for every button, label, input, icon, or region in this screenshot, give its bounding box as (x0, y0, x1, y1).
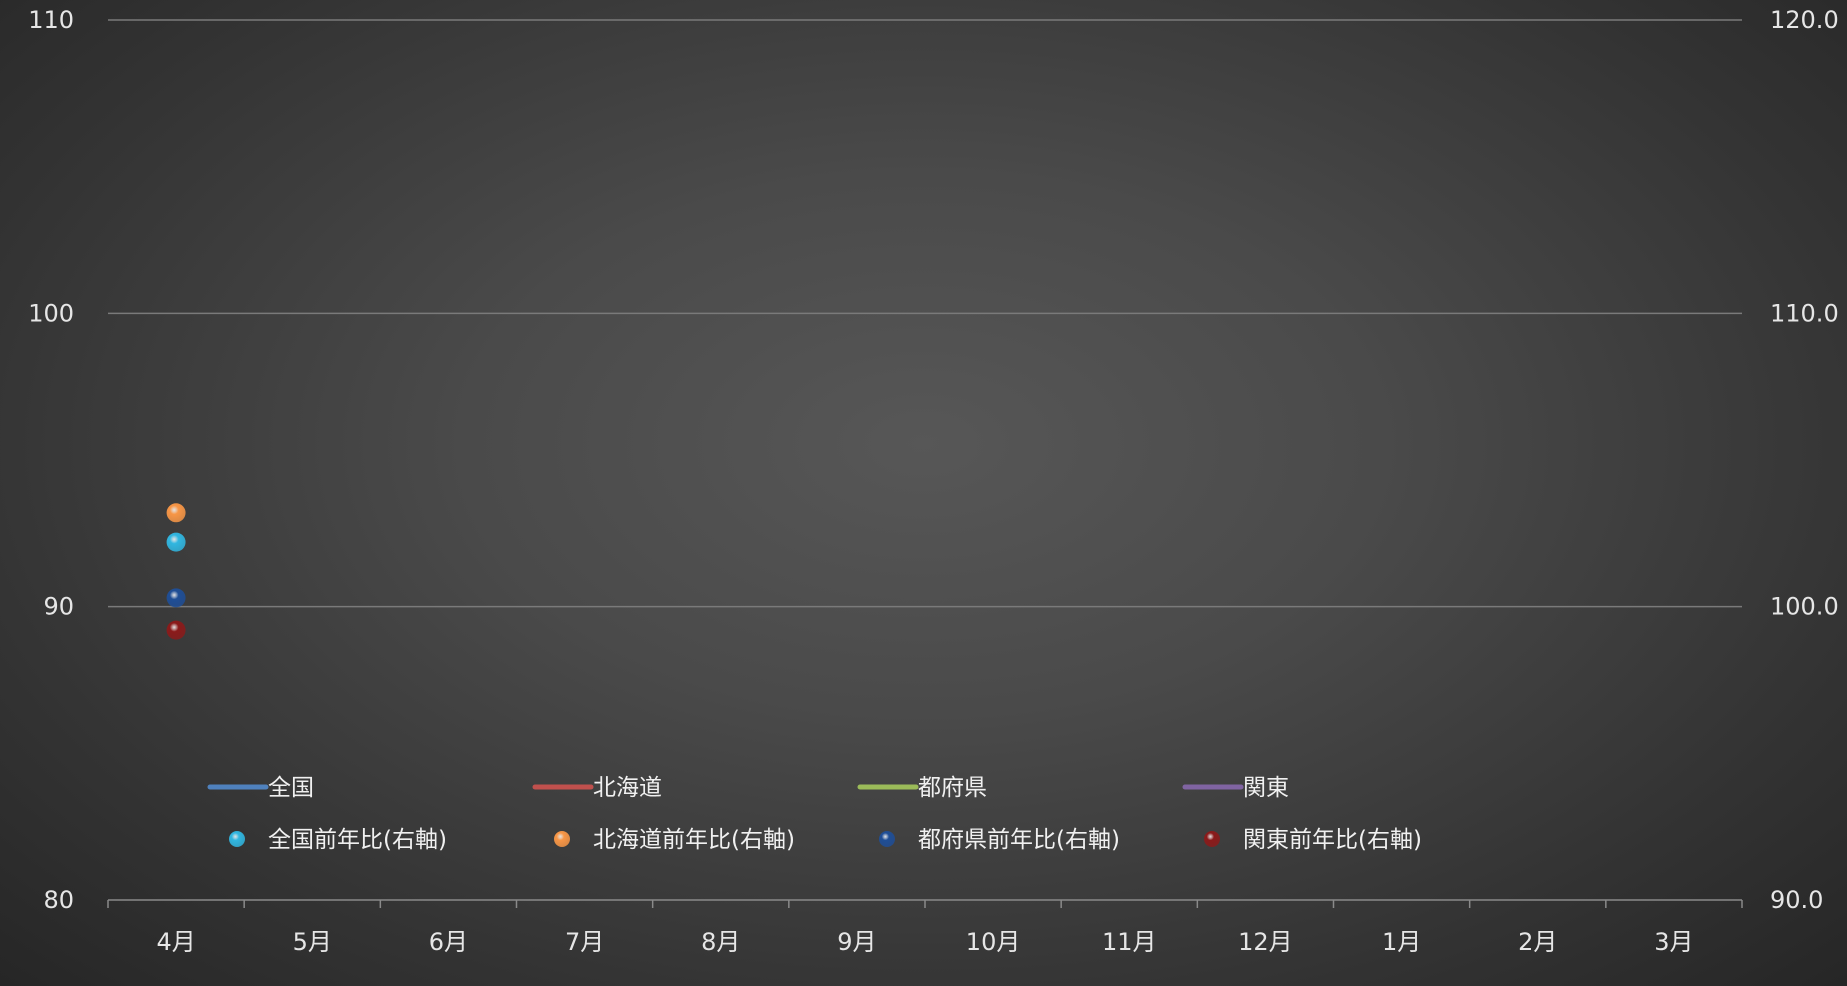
y-left-tick-label: 90 (43, 593, 74, 621)
legend-marker (879, 831, 895, 847)
x-tick-label: 8月 (701, 928, 740, 956)
x-tick-label: 1月 (1382, 928, 1421, 956)
gridlines (108, 19, 1742, 901)
legend-label: 関東 (1243, 775, 1289, 801)
x-tick-label: 5月 (293, 928, 332, 956)
data-point (166, 503, 186, 523)
y-left-tick-label: 80 (43, 886, 74, 914)
legend-label: 都府県 (918, 775, 987, 801)
legend-label: 全国 (268, 775, 314, 801)
x-tick-label: 9月 (837, 928, 876, 956)
axes: 80 90 100 110 90.0 100.0 110.0 120.0 4月 5月 6月 7月 8月 9… (28, 6, 1839, 956)
y-right-tick-label: 100.0 (1770, 593, 1839, 621)
data-point (166, 588, 186, 608)
data-point (166, 620, 186, 640)
legend-label: 北海道前年比(右軸) (593, 827, 795, 853)
y-right-tick-label: 110.0 (1770, 299, 1839, 327)
legend-marker (554, 831, 570, 847)
legend-marker (1204, 831, 1220, 847)
x-tick-label: 10月 (966, 928, 1021, 956)
x-tick-label: 7月 (565, 928, 604, 956)
x-tick-label: 12月 (1238, 928, 1293, 956)
x-tick-label: 11月 (1102, 928, 1157, 956)
x-tick-label: 2月 (1518, 928, 1557, 956)
legend-marker (229, 831, 245, 847)
legend-label: 北海道 (593, 775, 662, 801)
y-right-tick-label: 90.0 (1770, 886, 1823, 914)
x-tick-label: 4月 (156, 928, 195, 956)
x-tick-label: 3月 (1654, 928, 1693, 956)
data-point (166, 532, 186, 552)
y-left-tick-label: 100 (28, 299, 74, 327)
legend-label: 関東前年比(右軸) (1243, 827, 1422, 853)
x-tick-label: 6月 (429, 928, 468, 956)
legend-label: 全国前年比(右軸) (268, 827, 447, 853)
series-layer (166, 503, 186, 640)
y-right-tick-label: 120.0 (1770, 6, 1839, 34)
legend-label: 都府県前年比(右軸) (918, 827, 1120, 853)
y-left-tick-label: 110 (28, 6, 74, 34)
